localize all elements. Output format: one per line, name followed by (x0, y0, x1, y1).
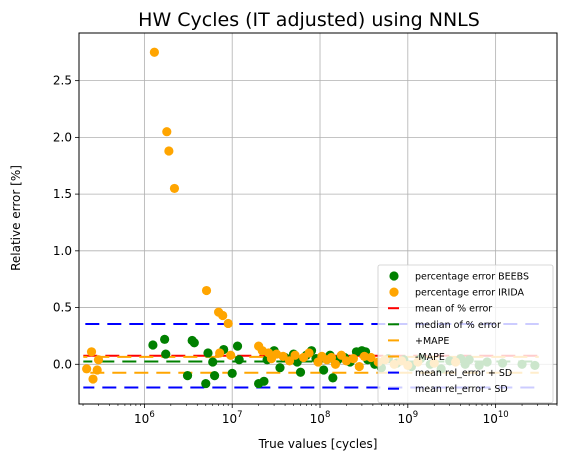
point-irida (354, 361, 364, 372)
point-irida (88, 374, 98, 384)
x-tick-label: 109 (397, 410, 418, 426)
y-tick-label: 1.0 (53, 244, 72, 258)
point-beebs (161, 349, 171, 359)
x-tick-label: 1010 (483, 410, 509, 426)
y-tick-label: 2.0 (53, 130, 72, 144)
x-tick-label-base: 10 (222, 412, 237, 426)
point-irida (164, 146, 174, 156)
point-irida (82, 364, 92, 374)
point-beebs (189, 338, 199, 348)
point-beebs (275, 363, 285, 373)
point-beebs (232, 341, 243, 351)
point-irida (169, 183, 180, 194)
legend: percentage error BEEBS percentage error I… (377, 264, 554, 404)
y-tick-label: 2.5 (53, 74, 72, 88)
legend-entry-label: +MAPE (415, 336, 449, 347)
y-tick-label: 1.5 (53, 187, 72, 201)
legend-marker (389, 287, 399, 297)
legend-entry-label: mean rel_error + SD (415, 368, 512, 379)
point-beebs (182, 371, 193, 381)
y-tick-label: 0.5 (53, 301, 72, 315)
legend-entry-label: mean of % error (415, 304, 492, 315)
point-beebs (295, 367, 306, 377)
x-tick-label-base: 10 (134, 412, 149, 426)
plot-frame (78, 32, 558, 405)
x-tick-label-exponent: 7 (237, 410, 242, 420)
point-beebs (208, 357, 218, 367)
legend-entry-label: percentage error BEEBS (415, 272, 529, 283)
x-tick-label-base: 10 (397, 412, 412, 426)
point-irida (93, 355, 104, 365)
point-irida (223, 318, 233, 329)
point-irida (290, 350, 300, 360)
legend-entry-label: percentage error IRIDA (415, 288, 524, 299)
point-beebs (319, 365, 329, 375)
point-irida (162, 127, 172, 137)
point-irida (366, 352, 376, 363)
x-tick-label: 106 (134, 410, 155, 426)
x-tick-label: 107 (222, 410, 243, 426)
point-irida (278, 351, 288, 361)
point-beebs (148, 340, 158, 350)
chart-title: HW Cycles (IT adjusted) using NNLS (138, 9, 480, 31)
point-beebs (259, 376, 269, 386)
point-irida (348, 354, 358, 364)
point-irida (92, 365, 102, 375)
point-beebs (209, 371, 220, 381)
point-irida (86, 347, 97, 357)
x-tick-label: 108 (310, 410, 331, 426)
y-axis-label: Relative error [%] (9, 165, 23, 271)
point-beebs (160, 334, 170, 344)
x-tick-label-base: 10 (483, 412, 498, 426)
point-irida (149, 47, 159, 57)
legend-entry-label: -MAPE (415, 352, 445, 363)
point-irida (226, 350, 236, 360)
point-irida (215, 348, 225, 358)
point-beebs (201, 378, 211, 389)
point-beebs (227, 368, 237, 378)
x-tick-label-exponent: 9 (413, 410, 418, 420)
legend-entry-label: mean rel_error - SD (415, 384, 508, 395)
legend-entry-label: median of % error (415, 320, 501, 331)
y-tick-label: 0.0 (53, 357, 72, 371)
legend-box (377, 264, 554, 404)
point-irida (341, 356, 352, 366)
point-irida (304, 348, 314, 358)
point-irida (326, 352, 337, 363)
x-tick-label-exponent: 6 (149, 410, 154, 420)
point-irida (201, 285, 212, 296)
legend-marker (389, 271, 399, 281)
point-irida (218, 310, 228, 321)
x-tick-label-exponent: 8 (325, 410, 330, 420)
point-beebs (328, 373, 338, 383)
x-tick-label-exponent: 10 (498, 410, 509, 420)
x-axis-label: True values [cycles] (258, 437, 378, 451)
point-beebs (203, 348, 213, 358)
point-beebs (234, 355, 244, 365)
point-irida (330, 359, 341, 369)
x-tick-label-base: 10 (310, 412, 325, 426)
point-irida (284, 356, 295, 366)
